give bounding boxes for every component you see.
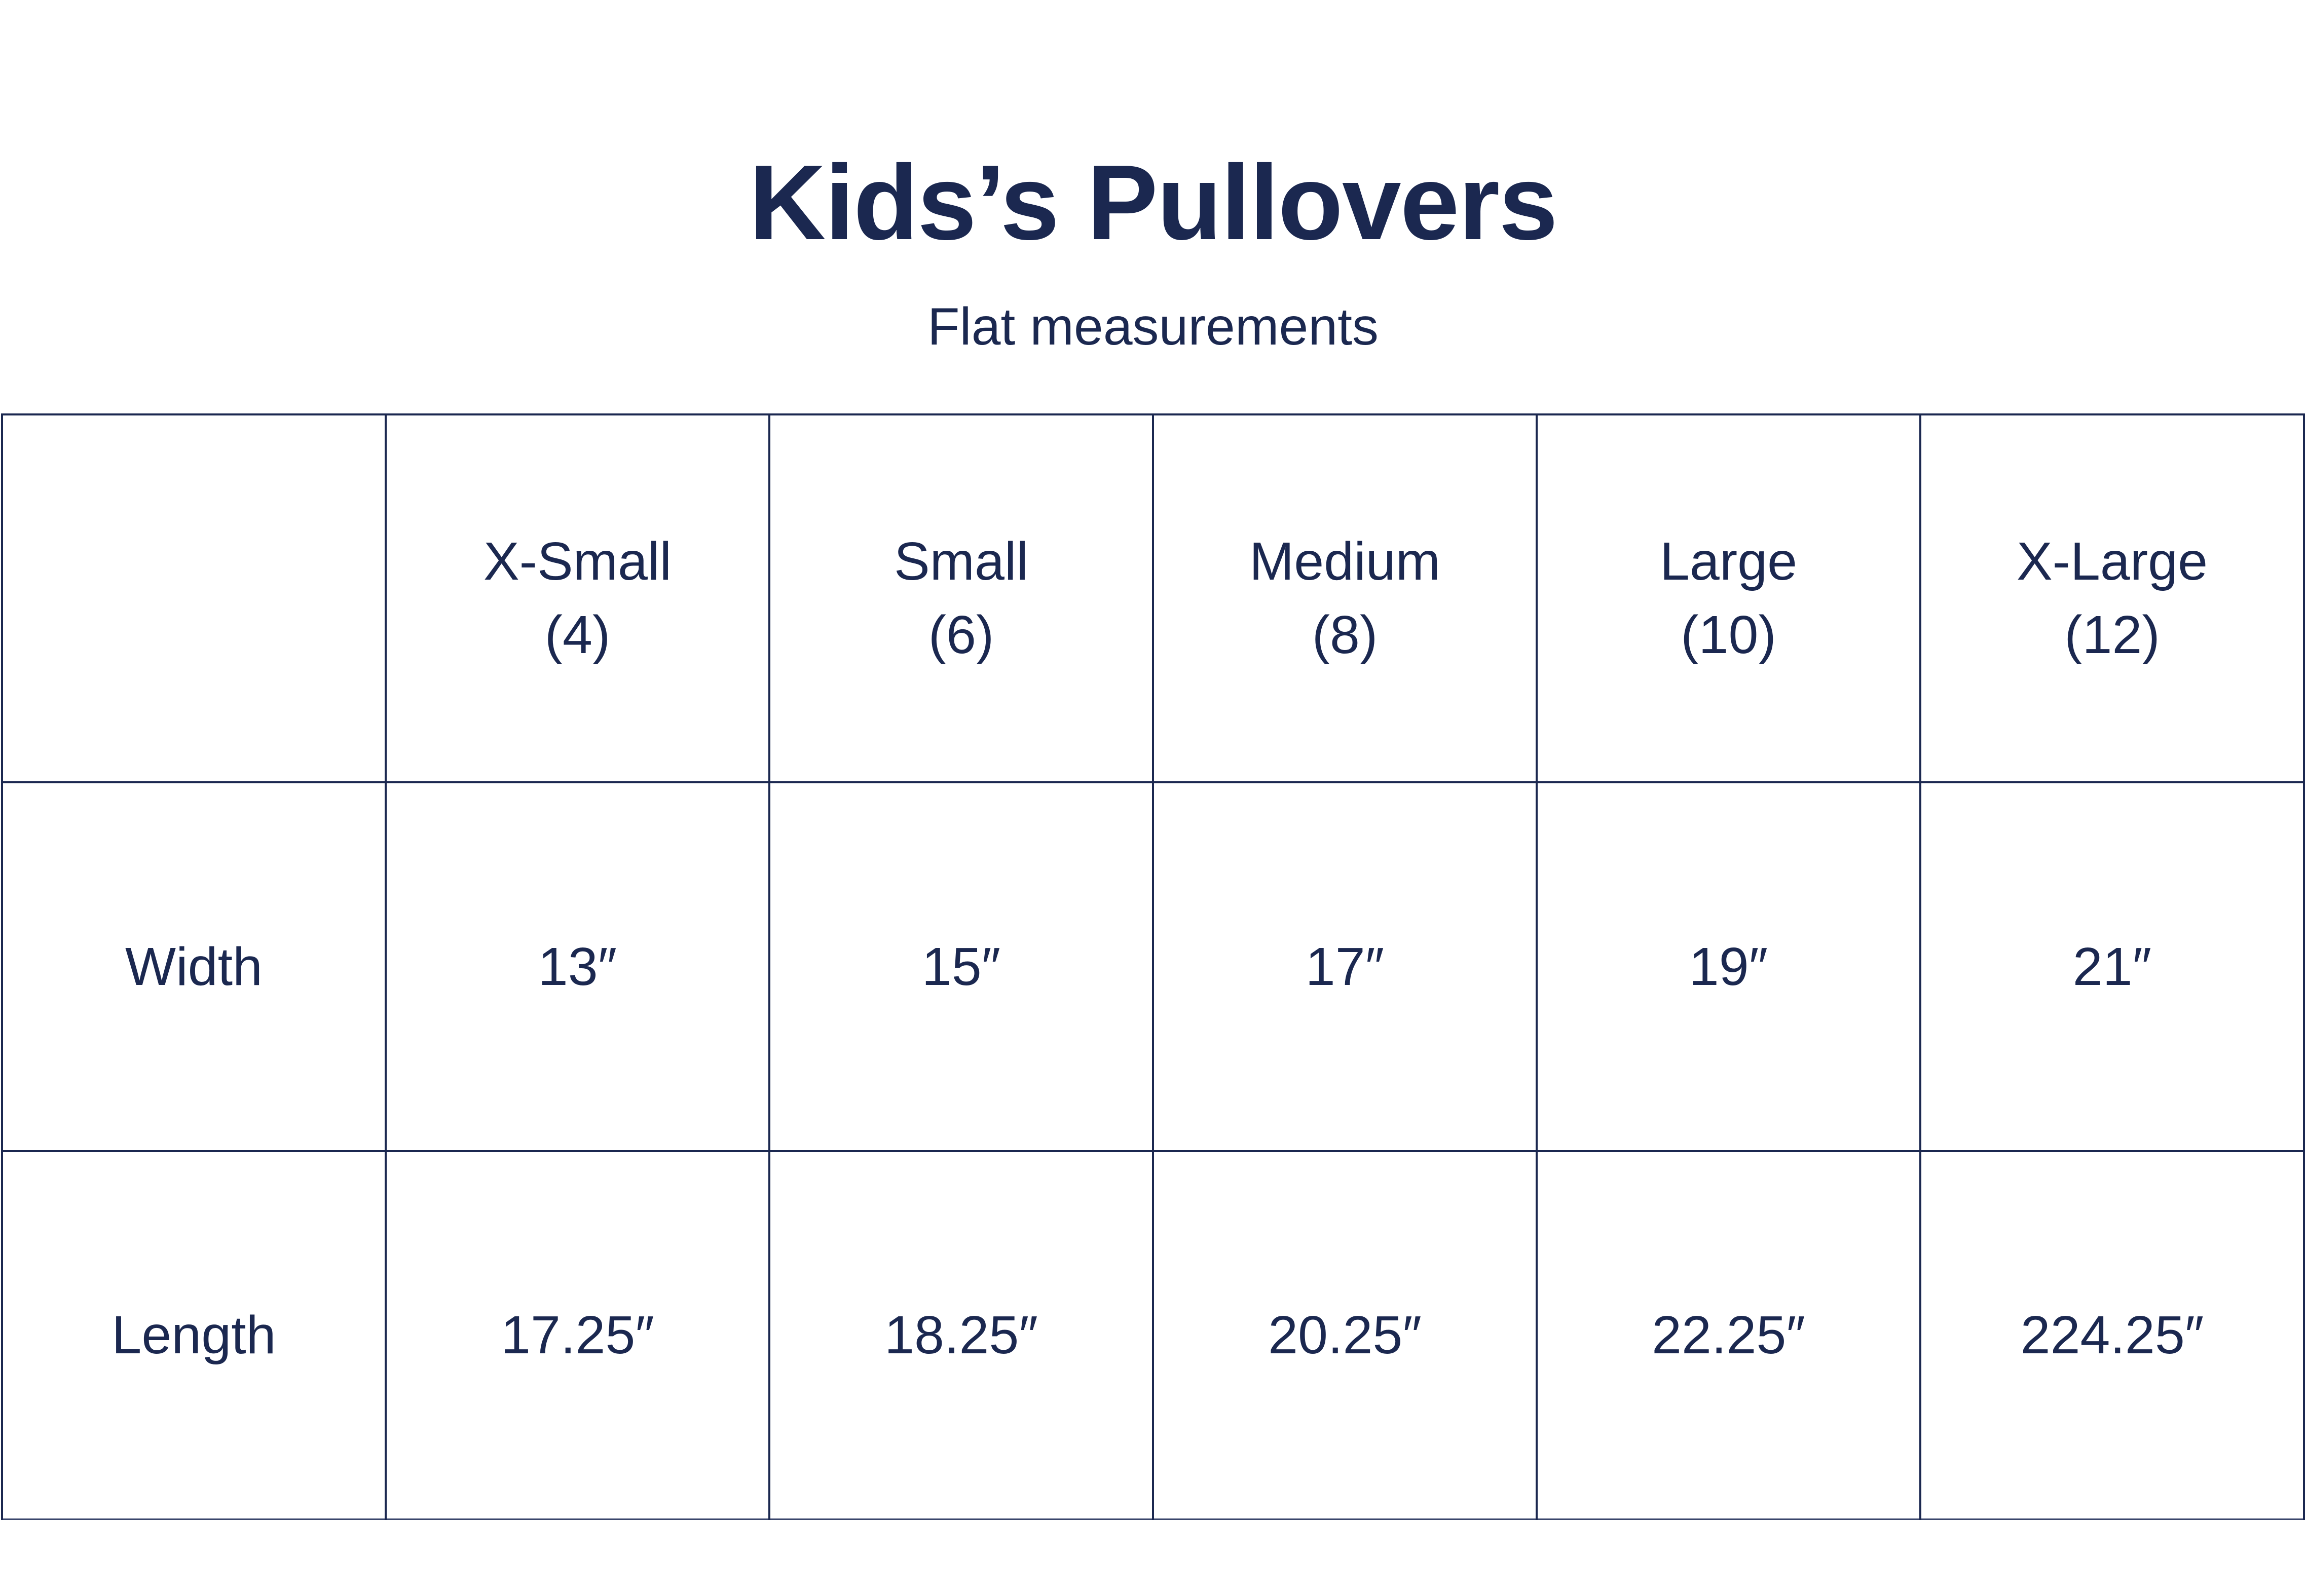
page-title: Kids’s Pullovers <box>749 143 1558 262</box>
header-cell: Large (10) <box>1536 413 1921 783</box>
table-row-width: Width 13″ 15″ 17″ 19″ 21″ <box>1 781 2305 1152</box>
corner-cell <box>1 413 387 783</box>
table-row-length: Length 17.25″ 18.25″ 20.25″ 22.25″ 224.2… <box>1 1150 2305 1520</box>
header-cell: X-Small (4) <box>385 413 770 783</box>
table-cell: 17.25″ <box>385 1150 770 1520</box>
header-cell: Medium (8) <box>1152 413 1538 783</box>
page-subtitle: Flat measurements <box>927 297 1379 356</box>
table-cell: 224.25″ <box>1919 1150 2305 1520</box>
header-cell: X-Large (12) <box>1919 413 2305 783</box>
size-label: Small <box>894 531 1029 591</box>
table-cell: 17″ <box>1152 781 1538 1152</box>
size-label: Large <box>1659 531 1798 591</box>
size-number: (4) <box>544 605 611 665</box>
table-cell: 20.25″ <box>1152 1150 1538 1520</box>
size-number: (6) <box>928 605 994 665</box>
size-label: X-Large <box>2016 531 2208 591</box>
table-cell: 15″ <box>768 781 1154 1152</box>
header-cell: Small (6) <box>768 413 1154 783</box>
table-cell: 22.25″ <box>1536 1150 1921 1520</box>
table-cell: 13″ <box>385 781 770 1152</box>
row-label: Length <box>1 1150 387 1520</box>
table-cell: 18.25″ <box>768 1150 1154 1520</box>
size-number: (10) <box>1681 605 1776 665</box>
size-chart-table: X-Small (4) Small (6) Medium (8) Large (10) … <box>1 413 2305 1520</box>
header-row: X-Small (4) Small (6) Medium (8) Large (10) … <box>1 413 2305 783</box>
table-cell: 19″ <box>1536 781 1921 1152</box>
size-number: (8) <box>1312 605 1378 665</box>
row-label: Width <box>1 781 387 1152</box>
size-label: Medium <box>1249 531 1440 591</box>
size-number: (12) <box>2064 605 2160 665</box>
table-cell: 21″ <box>1919 781 2305 1152</box>
size-label: X-Small <box>483 531 672 591</box>
